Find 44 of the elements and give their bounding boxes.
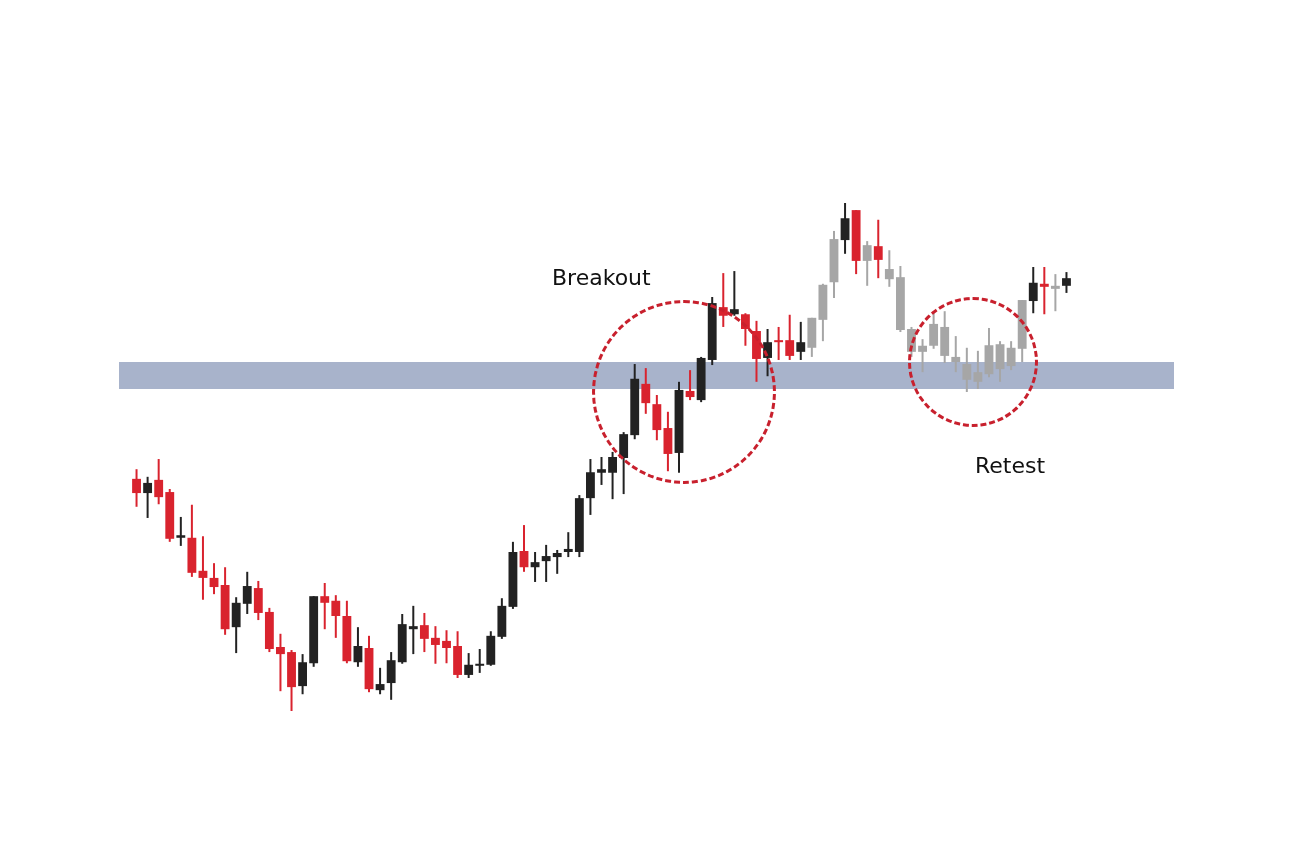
candlestick	[530, 551, 540, 583]
candlestick	[176, 515, 186, 547]
candlestick	[386, 651, 396, 701]
candlestick	[796, 320, 806, 361]
candlestick	[375, 666, 385, 696]
candlestick	[608, 450, 617, 501]
candlestick	[331, 594, 341, 639]
candlestick	[464, 652, 474, 679]
candlestick	[962, 346, 972, 393]
candlestick	[242, 570, 252, 615]
candlestick	[442, 629, 451, 665]
candlestick	[143, 475, 153, 519]
candlestick	[408, 604, 418, 656]
candlestick	[298, 653, 308, 696]
candlestick	[276, 632, 285, 693]
candlestick	[320, 581, 330, 631]
candlestick	[597, 456, 606, 486]
candlestick	[154, 458, 164, 506]
candlestick	[951, 335, 961, 374]
candlestick	[884, 249, 894, 288]
candlestick	[774, 325, 784, 361]
candlestick	[1050, 273, 1060, 313]
candlestick	[1039, 266, 1049, 316]
annotation: Retest	[975, 453, 1046, 478]
candlestick	[563, 531, 573, 559]
candlestick	[873, 218, 883, 280]
candlestick	[918, 338, 927, 374]
candlestick	[431, 625, 440, 665]
candlestick	[1006, 340, 1016, 372]
candlestick	[1028, 266, 1038, 315]
candlestick	[641, 367, 651, 415]
candlestick	[552, 548, 562, 575]
candlestick	[475, 648, 485, 674]
candlestick	[1062, 271, 1071, 294]
candlestick	[785, 313, 795, 361]
annotation: Breakout	[552, 265, 651, 290]
candlestick	[729, 270, 739, 317]
candlestick	[840, 202, 850, 255]
candlestick	[541, 543, 551, 583]
candlestick	[973, 349, 983, 390]
candlestick	[619, 431, 629, 496]
candlestick	[862, 240, 872, 287]
candlestick	[419, 611, 429, 654]
candlestick	[132, 468, 141, 508]
